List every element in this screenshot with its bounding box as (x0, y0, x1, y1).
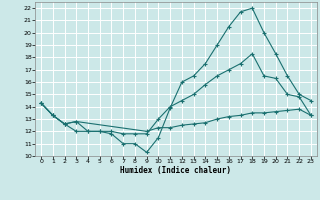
X-axis label: Humidex (Indice chaleur): Humidex (Indice chaleur) (121, 166, 231, 175)
